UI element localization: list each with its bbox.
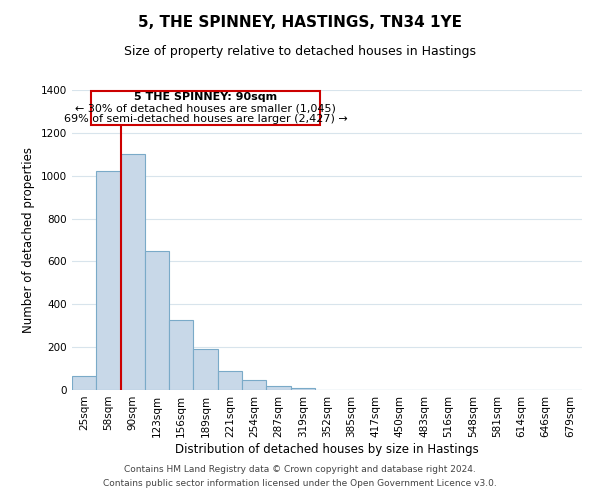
Bar — [290, 388, 315, 390]
Bar — [218, 371, 242, 390]
Y-axis label: Number of detached properties: Number of detached properties — [22, 147, 35, 333]
Bar — [169, 320, 193, 390]
Text: 5, THE SPINNEY, HASTINGS, TN34 1YE: 5, THE SPINNEY, HASTINGS, TN34 1YE — [138, 15, 462, 30]
Bar — [145, 250, 169, 390]
Text: Contains HM Land Registry data © Crown copyright and database right 2024.
Contai: Contains HM Land Registry data © Crown c… — [103, 466, 497, 487]
Text: 5 THE SPINNEY: 90sqm: 5 THE SPINNEY: 90sqm — [134, 92, 277, 102]
Bar — [121, 154, 145, 390]
Text: Size of property relative to detached houses in Hastings: Size of property relative to detached ho… — [124, 45, 476, 58]
X-axis label: Distribution of detached houses by size in Hastings: Distribution of detached houses by size … — [175, 442, 479, 456]
Bar — [96, 172, 121, 390]
FancyBboxPatch shape — [91, 91, 320, 126]
Bar — [266, 386, 290, 390]
Bar — [72, 376, 96, 390]
Bar — [242, 380, 266, 390]
Bar — [193, 350, 218, 390]
Text: ← 30% of detached houses are smaller (1,045): ← 30% of detached houses are smaller (1,… — [75, 104, 336, 114]
Text: 69% of semi-detached houses are larger (2,427) →: 69% of semi-detached houses are larger (… — [64, 114, 347, 124]
